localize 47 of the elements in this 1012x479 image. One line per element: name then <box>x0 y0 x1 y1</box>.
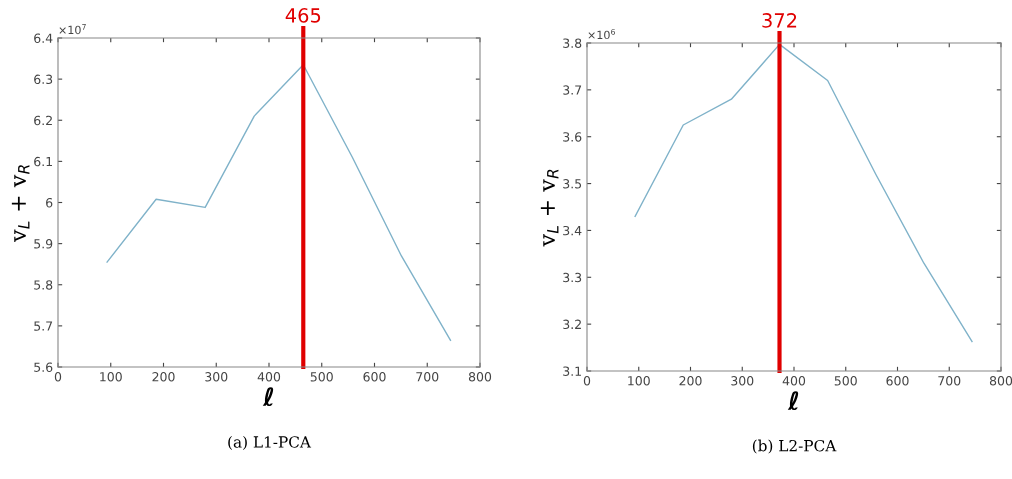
y-tick-label: 3.8 <box>563 38 582 48</box>
ref-line-label: 465 <box>285 8 321 23</box>
y-axis-title: v$_{L}$ + v$_{R}$ <box>11 165 30 243</box>
x-tick-label: 300 <box>731 376 754 386</box>
y-tick-label: 5.8 <box>34 280 53 290</box>
line-series <box>634 43 973 343</box>
y-tick-label: 3.3 <box>563 272 582 283</box>
y-tick-label: 6.3 <box>34 74 53 85</box>
y-tick-label: 6.2 <box>34 115 52 126</box>
text: ×10$^{6}$ <box>588 28 616 40</box>
text: ×10$^{7}$ <box>59 24 86 35</box>
y-tick-label: 6.1 <box>34 156 52 167</box>
x-axis-title: ℓ <box>262 387 274 407</box>
x-tick-label: 700 <box>416 372 439 382</box>
text: (a) L1-PCA <box>228 435 312 450</box>
x-tick-label: 500 <box>834 376 857 386</box>
x-tick-label: 800 <box>989 376 1012 386</box>
x-tick-label: 400 <box>782 376 806 386</box>
x-tick-label: 300 <box>205 372 228 382</box>
y-tick-label: 6.4 <box>34 33 53 43</box>
x-tick-label: 200 <box>679 376 702 386</box>
y-tick-label: 3.5 <box>563 179 582 189</box>
x-tick-label: 700 <box>938 376 961 386</box>
x-tick-label: 600 <box>363 372 386 382</box>
y-axis-title: v$_{L}$ + v$_{R}$ <box>540 169 559 247</box>
x-tick-label: 100 <box>100 372 122 382</box>
line-series <box>106 64 452 341</box>
y-tick-label: 3.7 <box>563 85 582 95</box>
x-tick-label: 600 <box>886 376 909 386</box>
x-axis-title: ℓ <box>787 391 799 411</box>
x-tick-label: 0 <box>583 376 591 386</box>
y-tick-label: 3.6 <box>563 132 582 142</box>
y-tick-label: 3.4 <box>563 225 582 236</box>
x-tick-label: 800 <box>468 372 492 382</box>
y-tick-label: 6 <box>46 197 53 208</box>
text: (b) L2-PCA <box>752 439 837 454</box>
x-tick-label: 100 <box>628 376 650 386</box>
x-tick-label: 0 <box>54 372 62 382</box>
ref-line-label: 372 <box>762 13 797 28</box>
y-tick-label: 5.6 <box>34 362 53 372</box>
x-tick-label: 200 <box>152 372 175 382</box>
y-tick-label: 3.1 <box>563 366 581 376</box>
x-tick-label: 500 <box>310 372 333 382</box>
y-tick-label: 3.2 <box>563 319 581 330</box>
x-tick-label: 400 <box>257 372 281 382</box>
y-tick-label: 5.7 <box>34 321 53 331</box>
y-tick-label: 5.9 <box>34 239 53 249</box>
